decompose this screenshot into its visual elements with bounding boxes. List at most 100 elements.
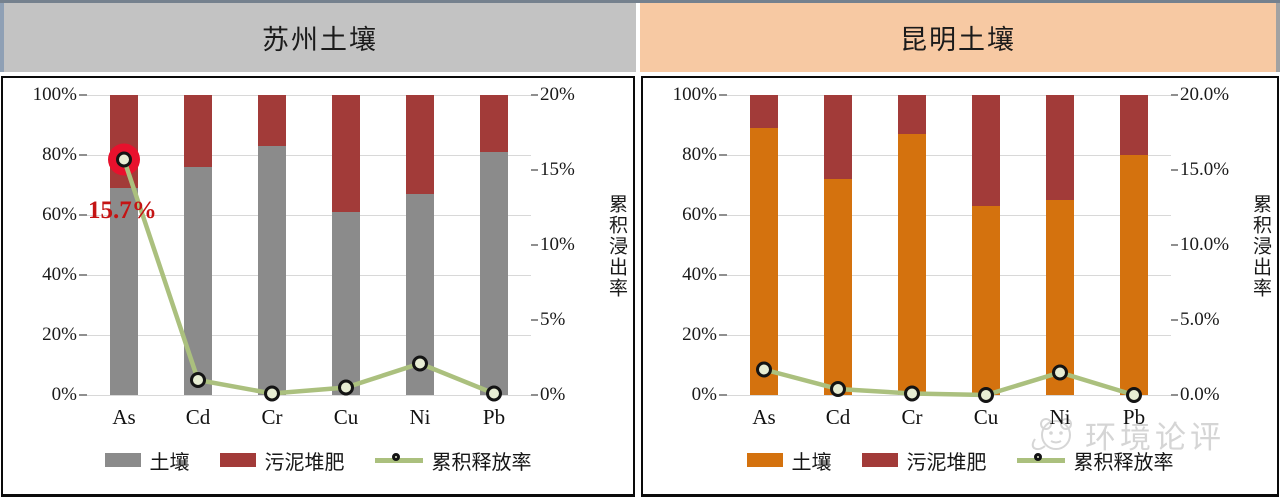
y-axis-right-tick (531, 394, 538, 396)
line-marker-As (756, 361, 772, 378)
bar-sludge-Cr (258, 95, 286, 146)
gridline (87, 94, 531, 96)
bar-sludge-Cu (332, 95, 360, 212)
legend-line-marker (1033, 453, 1042, 461)
y-axis-left-tick-label: 40% (682, 264, 717, 285)
bar-sludge-Pb (480, 95, 508, 152)
gridline (727, 94, 1171, 96)
bar-sludge-Cr (898, 95, 926, 134)
y-axis-left-tick-label: 0% (691, 384, 717, 405)
x-axis-label-Cd: Cd (185, 405, 211, 429)
x-axis-label-Cu: Cu (973, 405, 999, 429)
y-axis-left-tick-label: 20% (42, 324, 77, 345)
y-axis-left-tick-label: 20% (682, 324, 717, 345)
y-axis-left-tick-label: 80% (42, 144, 77, 165)
legend-swatch-line-icon (1016, 452, 1065, 468)
y-axis-right-tick-label: 20% (540, 84, 575, 105)
y-axis-left-tick (79, 334, 87, 336)
y-axis-right-tick (1171, 394, 1178, 396)
bar-sludge-Ni (406, 95, 434, 194)
bar-soil-Pb (1120, 155, 1148, 395)
bar-soil-Cu (332, 212, 360, 395)
y-axis-right-tick (531, 244, 538, 246)
annotation-value-label: 15.7% (88, 196, 157, 224)
bar-soil-As (750, 128, 778, 395)
line-marker-Cu (338, 379, 354, 396)
y-axis-left-tick (719, 94, 727, 96)
legend-item-bar: 污泥堆肥 (219, 446, 345, 475)
y-axis-left-tick (79, 94, 87, 96)
y-axis-left-tick-label: 80% (682, 144, 717, 165)
y-axis-right-tick (1171, 319, 1178, 321)
x-axis-label-As: As (752, 405, 776, 429)
gridline (87, 274, 531, 276)
y-axis-right-tick-label: 5.0% (1180, 309, 1220, 330)
bar-soil-Cr (258, 146, 286, 395)
panel-kunming: 昆明土壤 累积浸出率 土壤 污泥堆肥 累积释放率 环境论评 100% 80% 60% 40… (640, 3, 1280, 497)
x-axis-label-Cr: Cr (261, 405, 283, 429)
gridline (87, 394, 531, 396)
line-marker-Cr (904, 385, 920, 402)
legend-line-marker (391, 453, 400, 461)
legend-line (374, 458, 423, 463)
legend-label: 污泥堆肥 (906, 451, 987, 474)
x-axis-label-Pb: Pb (482, 405, 506, 429)
y-axis-left-tick (79, 154, 87, 156)
y-axis-right-tick-label: 10.0% (1180, 234, 1230, 255)
bar-soil-Cr (898, 134, 926, 395)
line-marker-As (116, 151, 132, 168)
y-axis-right-tick-label: 15% (540, 159, 575, 180)
y-axis-right-tick-label: 0% (540, 384, 566, 405)
bar-soil-Pb (480, 152, 508, 395)
y-axis-left-tick (719, 334, 727, 336)
bar-soil-Cu (972, 206, 1000, 395)
y-axis-right-tick-label: 10% (540, 234, 575, 255)
release-rate-line-layer (756, 361, 1142, 403)
legend: 土壤 污泥堆肥 累积释放率 (643, 444, 1277, 476)
bar-sludge-Cd (824, 95, 852, 179)
chart-suzhou: 累积浸出率 土壤 污泥堆肥 累积释放率 100% 80% 60% 40% 20% 0% 20% 1… (1, 76, 635, 497)
y-axis-right-tick (531, 169, 538, 171)
x-axis-label-Cu: Cu (333, 405, 359, 429)
right-axis-title: 累积浸出率 (1250, 193, 1271, 299)
release-rate-line-layer (108, 143, 502, 402)
y-axis-left-tick (719, 274, 727, 276)
y-axis-right-tick (1171, 244, 1178, 246)
line-marker-Ni (412, 355, 428, 372)
y-axis-left-tick-label: 100% (32, 84, 77, 105)
right-axis-title: 累积浸出率 (606, 193, 627, 299)
y-axis-right-tick (531, 319, 538, 321)
x-axis-label-Ni: Ni (1049, 405, 1071, 429)
legend-item-bar: 土壤 (746, 446, 832, 475)
y-axis-left-tick-label: 0% (51, 384, 77, 405)
line-marker-Cd (830, 381, 846, 397)
legend-item-line: 累积释放率 (374, 446, 532, 475)
x-axis-label-Ni: Ni (409, 405, 431, 429)
y-axis-left-tick (79, 274, 87, 276)
legend-label: 累积释放率 (431, 451, 532, 474)
y-axis-right-tick (1171, 169, 1178, 171)
y-axis-right-tick-label: 15.0% (1180, 159, 1230, 180)
panel-title-kunming: 昆明土壤 (640, 3, 1280, 72)
y-axis-right-tick (531, 94, 538, 96)
line-marker-Cr (264, 385, 280, 402)
legend-item-bar: 土壤 (104, 446, 190, 475)
y-axis-left-tick-label: 60% (682, 204, 717, 225)
y-axis-right-tick-label: 0.0% (1180, 384, 1220, 405)
x-axis-label-Pb: Pb (1122, 405, 1146, 429)
legend-swatch-bar-icon (746, 453, 783, 467)
y-axis-left-tick (719, 394, 727, 396)
y-axis-left-tick (719, 214, 727, 216)
bar-sludge-As (750, 95, 778, 128)
y-axis-left-tick-label: 100% (672, 84, 717, 105)
legend-item-line: 累积释放率 (1016, 446, 1174, 475)
line-marker-Pb (1126, 387, 1142, 403)
legend-swatch-bar-icon (219, 453, 256, 467)
legend-label: 累积释放率 (1073, 451, 1174, 474)
legend-swatch-bar-icon (861, 453, 898, 467)
gridline (727, 154, 1171, 156)
panels-container: 苏州土壤 累积浸出率 土壤 污泥堆肥 累积释放率 100% 80% 60% 40% 20% 0… (0, 3, 1280, 497)
legend-swatch-line-icon (374, 452, 423, 468)
bar-sludge-Cd (184, 95, 212, 167)
legend-label: 土壤 (149, 451, 190, 474)
